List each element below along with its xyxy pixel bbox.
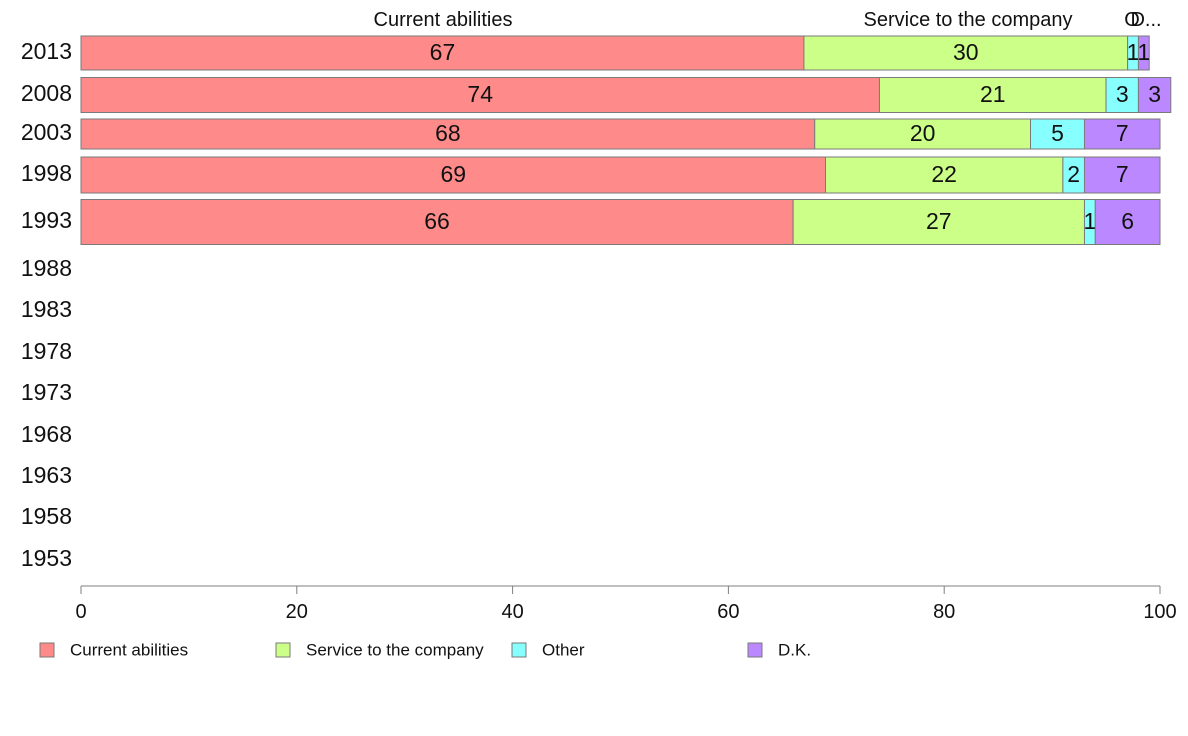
bar-value-label: 1 — [1083, 208, 1096, 234]
bar-segment — [1105, 77, 1139, 113]
bar-value-label: 69 — [440, 161, 466, 187]
top-category-label: O — [1124, 9, 1140, 31]
bar-value-label: 5 — [1051, 120, 1064, 146]
x-axis-tick-label: 60 — [717, 601, 739, 623]
bar-segment — [1083, 156, 1161, 194]
bar-segment — [792, 199, 1085, 245]
year-label: 1983 — [21, 296, 72, 322]
bar-value-label: 20 — [910, 120, 936, 146]
year-label: 1998 — [21, 160, 72, 186]
top-category-label: Current abilities — [374, 9, 513, 31]
bar-value-label: 1 — [1137, 39, 1150, 65]
bar-value-label: 27 — [926, 208, 952, 234]
bar-value-label: 68 — [435, 120, 461, 146]
bar-segment — [80, 118, 816, 150]
legend-swatch — [747, 642, 763, 658]
bar-value-label: 74 — [467, 81, 493, 107]
bar-value-label: 66 — [424, 208, 450, 234]
x-axis-tick-label: 20 — [286, 601, 308, 623]
bar-value-label: 1 — [1127, 39, 1140, 65]
year-label: 2003 — [21, 119, 72, 145]
legend-swatch — [39, 642, 55, 658]
bar-value-label: 3 — [1116, 81, 1129, 107]
year-label: 1963 — [21, 462, 72, 488]
bar-segment — [80, 199, 794, 245]
bar-value-label: 2 — [1067, 161, 1080, 187]
legend-swatch — [511, 642, 527, 658]
bar-value-label: 21 — [980, 81, 1006, 107]
bar-value-label: 7 — [1116, 120, 1129, 146]
year-label: 1958 — [21, 503, 72, 529]
legend-label: D.K. — [778, 640, 811, 659]
x-axis-tick-label: 80 — [933, 601, 955, 623]
bar-value-label: 3 — [1148, 81, 1161, 107]
bar-segment — [1137, 77, 1172, 113]
bar-value-label: 30 — [953, 39, 979, 65]
year-label: 1968 — [21, 421, 72, 447]
bar-segment — [825, 156, 1064, 194]
legend-label: Service to the company — [306, 640, 484, 659]
top-category-label: D... — [1130, 9, 1161, 31]
bar-segment — [1083, 118, 1161, 150]
year-label: 1993 — [21, 207, 72, 233]
top-category-label: Service to the company — [864, 9, 1073, 31]
bar-segment — [1137, 35, 1150, 71]
bar-segment — [1094, 199, 1161, 245]
year-label: 2008 — [21, 80, 72, 106]
year-label: 2013 — [21, 38, 72, 64]
year-label: 1973 — [21, 379, 72, 405]
year-label: 1978 — [21, 338, 72, 364]
bar-segment — [814, 118, 1032, 150]
year-label: 1953 — [21, 545, 72, 571]
bar-value-label: 7 — [1116, 161, 1129, 187]
year-label: 1988 — [21, 255, 72, 281]
bar-segment — [803, 35, 1129, 71]
bar-segment — [80, 77, 880, 113]
legend-swatch — [275, 642, 291, 658]
x-axis-tick-label: 40 — [501, 601, 523, 623]
x-axis-tick-label: 100 — [1143, 601, 1176, 623]
bar-value-label: 22 — [931, 161, 957, 187]
x-axis-tick-label: 0 — [75, 601, 86, 623]
bar-segment — [80, 156, 827, 194]
bar-value-label: 6 — [1121, 208, 1134, 234]
legend-label: Other — [542, 640, 585, 659]
legend-label: Current abilities — [70, 640, 188, 659]
bar-value-label: 67 — [430, 39, 456, 65]
